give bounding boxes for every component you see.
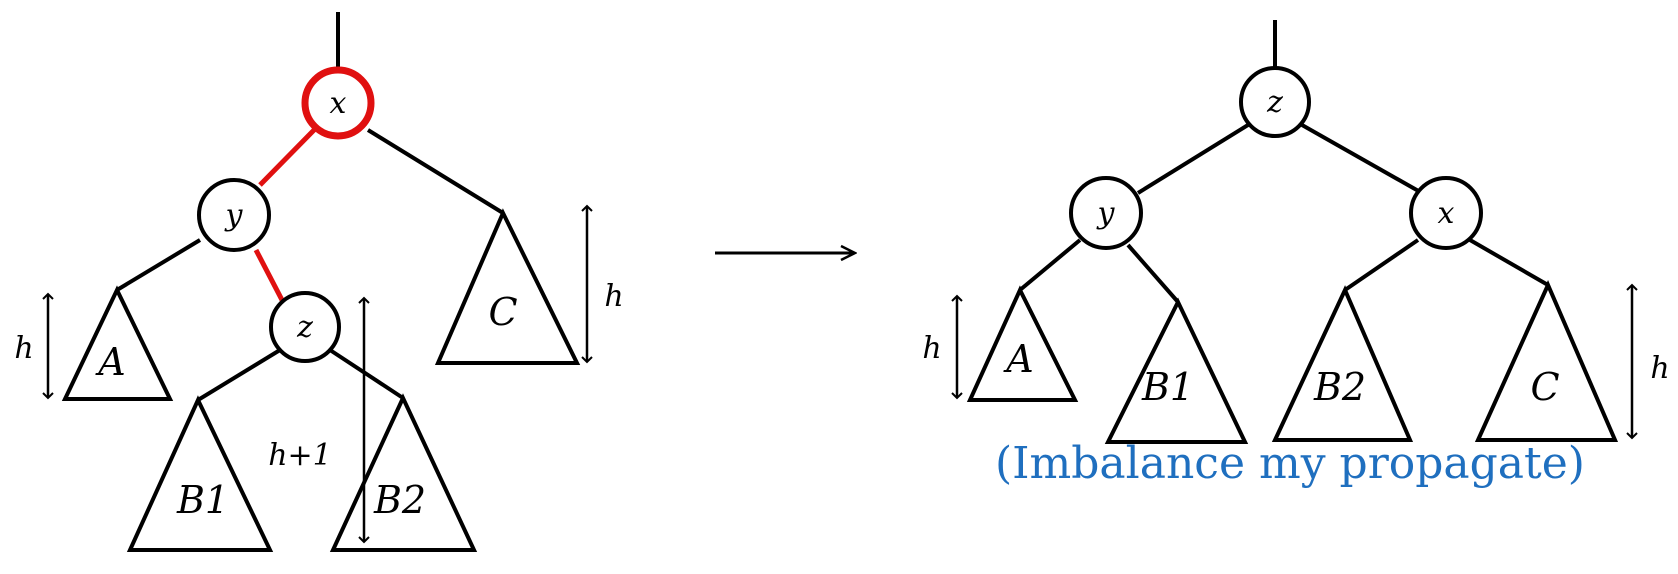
before-node-z-label: z [296,310,313,345]
after-subtree-a-label: A [1003,337,1033,381]
after-node-z-label: z [1266,85,1283,120]
before-subtree-a [61,285,174,401]
before-node-x-label: x [330,86,347,121]
after-subtree-b2 [1271,285,1414,442]
after-tree: A B1 B2 C h h z y x [922,20,1670,444]
after-subtree-b2-label: B2 [1313,365,1366,409]
after-node-z: z [1239,66,1311,138]
before-node-z: z [269,291,341,363]
before-subtree-b1-label: B1 [176,478,229,522]
before-height-z-label: h+1 [268,438,332,473]
before-subtree-c [434,208,581,365]
before-tree: A C B1 B2 h h h+1 x y z [14,12,624,552]
after-height-c-label: h [1650,351,1669,386]
after-subtree-b1 [1104,297,1249,444]
after-subtree-c-label: C [1530,365,1559,409]
after-edge-y-b1 [1126,243,1180,304]
after-node-y-label: y [1096,196,1116,231]
imbalance-caption: (Imbalance my propagate) [995,438,1585,489]
before-subtree-c-label: C [488,290,517,334]
after-edge-x-c [1469,238,1549,287]
before-node-x: x [301,66,375,140]
after-subtree-c [1474,280,1619,442]
after-height-a-label: h [922,331,941,366]
after-edge-y-a [1018,238,1082,292]
before-edge-z-b2 [328,348,405,400]
before-height-a-label: h [14,331,33,366]
before-subtree-a-label: A [95,340,125,384]
before-edge-y-z [253,248,285,302]
before-edge-x-y [258,126,318,187]
before-edge-x-c [366,128,505,215]
after-node-x: x [1409,176,1483,250]
after-node-y: y [1069,176,1143,250]
before-height-c-label: h [604,279,623,314]
before-subtree-b2-label: B2 [373,478,426,522]
after-edge-z-x [1301,123,1423,195]
before-subtree-b1 [126,395,274,552]
after-subtree-a [966,285,1079,402]
after-subtree-b1-label: B1 [1141,365,1194,409]
before-node-y: y [197,178,271,252]
before-edge-y-a [115,238,202,292]
after-edge-x-b2 [1343,238,1420,292]
before-subtree-b2 [329,393,478,552]
after-node-x-label: x [1438,196,1455,231]
before-node-y-label: y [224,198,244,233]
before-edge-z-b1 [196,348,282,402]
after-edge-z-y [1136,123,1250,195]
